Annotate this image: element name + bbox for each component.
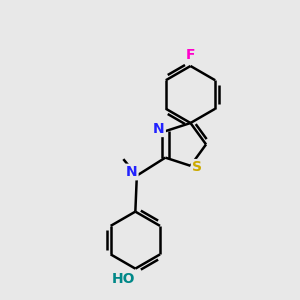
Text: F: F: [186, 49, 195, 62]
Text: HO: HO: [112, 272, 135, 286]
Text: N: N: [153, 122, 165, 136]
Text: S: S: [192, 160, 202, 174]
Text: N: N: [126, 165, 137, 179]
